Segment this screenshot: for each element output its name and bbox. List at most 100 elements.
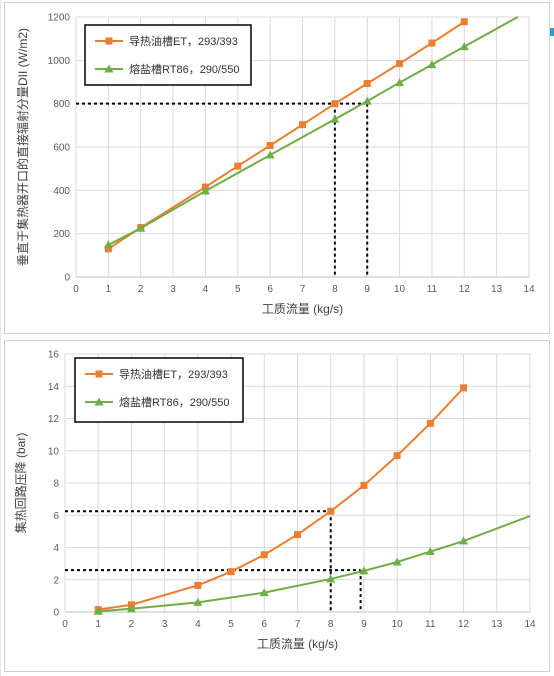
x-tick-label: 9 [364,284,370,295]
x-tick-label: 5 [235,284,241,295]
data-point-oil [266,141,274,149]
series-top [103,16,519,253]
x-tick-label: 0 [73,284,79,295]
x-tick-label: 1 [95,619,101,630]
data-point-salt [326,574,336,583]
y-tick-label: 1000 [48,56,71,67]
x-tick-label: 7 [300,284,306,295]
x-tick-label: 8 [332,284,338,295]
data-point-salt [392,557,402,566]
data-point-salt [126,604,136,613]
x-tick-label: 11 [425,619,436,630]
data-point-oil [294,531,301,539]
legend-box [74,357,244,423]
data-point-oil [104,245,112,253]
series-line-salt [98,515,531,613]
y-tick-label: 0 [53,608,59,619]
legend-swatch-marker [95,370,103,378]
data-point-salt [93,606,103,615]
x-tick-label: 9 [361,619,367,630]
x-tick-label: 4 [203,284,209,295]
legend-label-oil: 导热油槽ET，293/393 [119,367,228,381]
x-tick-label: 3 [162,619,168,630]
y-axis-title: 集热回路压降 (bar) [13,433,28,534]
data-point-oil [227,568,235,576]
chart-top-svg: 0 1 2 3 4 5 6 7 8 9 10 11 12 13 1402004006008001000120… [15,13,535,317]
x-tick-label: 8 [328,619,334,630]
x-tick-label: 6 [262,619,268,630]
x-tick-label: 3 [170,284,176,295]
data-point-oil [460,18,468,26]
y-tick-label: 10 [48,446,60,457]
x-tick-label: 1 [106,284,112,295]
legend-swatch-marker [104,64,114,73]
x-tick-label: 0 [62,619,68,630]
x-tick-label: 14 [524,619,536,630]
guides-bottom [65,510,362,612]
data-point-salt [259,588,269,597]
y-tick-label: 400 [53,186,70,197]
data-point-salt [362,96,372,105]
y-tick-label: 2 [53,575,59,586]
data-point-oil [393,452,401,460]
data-point-oil [363,80,371,88]
ticks-top: 0 1 2 3 4 5 6 7 8 9 10 11 12 13 1402004006008001000120… [48,13,535,296]
chart-panel-bottom: 0 1 2 3 4 5 6 7 8 9 10 11 12 13 14 0 2 4 6 8 10 12 14 16 工质流量 (… [4,340,550,672]
legend-swatch-marker [105,37,113,45]
y-axis-title: 垂直于集热器开口的直接辐射分量DII (W/m2) [15,28,30,266]
legend-label-salt: 熔盐槽RT86，290/550 [129,62,239,76]
x-tick-label: 4 [195,619,201,630]
data-point-oil [360,481,368,489]
data-point-salt [103,240,113,249]
x-tick-label: 5 [228,619,234,630]
data-point-oil [299,121,306,129]
chart-panel-top: 0 1 2 3 4 5 6 7 8 9 10 11 12 13 14 0 200 400 600 800 1000 120… [4,2,550,334]
data-point-salt [136,223,146,232]
y-tick-label: 14 [48,382,60,393]
data-point-oil [331,100,339,108]
data-point-salt [265,150,275,159]
x-tick-label: 7 [295,619,301,630]
data-point-oil [260,551,268,559]
y-tick-label: 16 [48,350,60,361]
guides-top [76,102,369,277]
x-axis-title: 工质流量 (kg/s) [257,637,338,651]
legend-top: 导热油槽ET，293/393 熔盐槽RT86，290/550 [84,24,252,86]
data-point-oil [234,162,242,170]
x-tick-label: 10 [394,284,406,295]
data-point-salt [427,60,437,69]
data-point-oil [327,507,335,515]
x-axis-title: 工质流量 (kg/s) [262,302,343,316]
x-tick-label: 14 [523,284,535,295]
legend-swatch-marker [94,397,104,406]
y-tick-label: 600 [53,143,70,154]
y-tick-label: 6 [53,511,59,522]
y-tick-label: 8 [53,479,59,490]
data-point-salt [459,536,469,545]
data-point-salt [395,78,405,87]
data-point-salt [459,42,469,51]
data-point-salt [425,547,435,556]
legend-bottom: 导热油槽ET，293/393 熔盐槽RT86，290/550 [74,357,244,423]
corner-accent [550,28,554,36]
data-point-salt [193,597,203,606]
data-point-oil [428,39,436,47]
y-tick-label: 0 [64,273,70,284]
data-point-salt [359,566,369,575]
x-tick-label: 13 [491,284,503,295]
x-tick-label: 2 [138,284,144,295]
data-point-salt [330,114,340,123]
y-tick-label: 4 [53,543,59,554]
data-point-oil [396,60,404,68]
legend-box [84,24,252,86]
series-line-salt [107,16,519,246]
x-tick-label: 12 [459,284,471,295]
data-point-oil [460,384,468,392]
x-tick-label: 6 [267,284,273,295]
y-tick-label: 1200 [48,13,71,24]
x-tick-label: 11 [427,284,438,295]
x-tick-label: 12 [458,619,470,630]
